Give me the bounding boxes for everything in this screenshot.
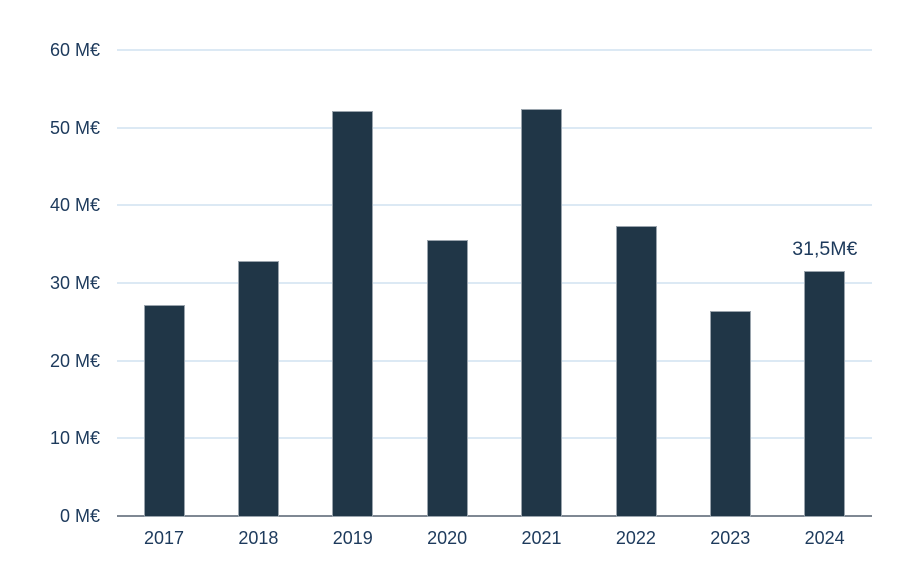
y-gridline (117, 49, 872, 51)
y-gridline (117, 204, 872, 207)
y-axis-tick-label: 0 M€ (59, 506, 100, 526)
y-axis-tick-label: 30 M€ (49, 273, 100, 293)
bar-2020 (426, 239, 468, 517)
x-axis-tick-label: 2017 (143, 528, 185, 548)
y-gridline (117, 282, 872, 284)
x-axis-tick-label: 2023 (710, 528, 751, 548)
x-axis-tick-label: 2019 (332, 528, 373, 548)
y-gridline (117, 126, 872, 129)
bar-2023 (709, 310, 751, 517)
x-axis-tick-label: 2022 (615, 528, 656, 548)
x-axis-tick-label: 2024 (804, 528, 845, 548)
y-axis-tick-label: 40 M€ (49, 195, 100, 216)
x-axis-line (117, 515, 872, 517)
bar-value-label: 31,5M€ (792, 238, 858, 261)
y-gridline (117, 359, 872, 362)
y-axis-tick-label: 50 M€ (49, 117, 100, 138)
bar-2019 (332, 111, 374, 517)
y-gridline (117, 437, 872, 440)
y-axis-tick-label: 60 M€ (49, 40, 100, 60)
bar-2018 (238, 261, 280, 517)
bar-2022 (615, 226, 657, 517)
x-axis-tick-label: 2018 (238, 528, 279, 548)
y-axis-tick-label: 20 M€ (49, 350, 100, 371)
y-axis-tick-label: 10 M€ (49, 428, 100, 449)
bar-2021 (521, 109, 563, 517)
bar-2017 (143, 304, 185, 517)
bar-2024 (804, 271, 846, 517)
x-axis-tick-label: 2021 (521, 528, 562, 548)
x-axis-tick-label: 2020 (427, 528, 468, 548)
